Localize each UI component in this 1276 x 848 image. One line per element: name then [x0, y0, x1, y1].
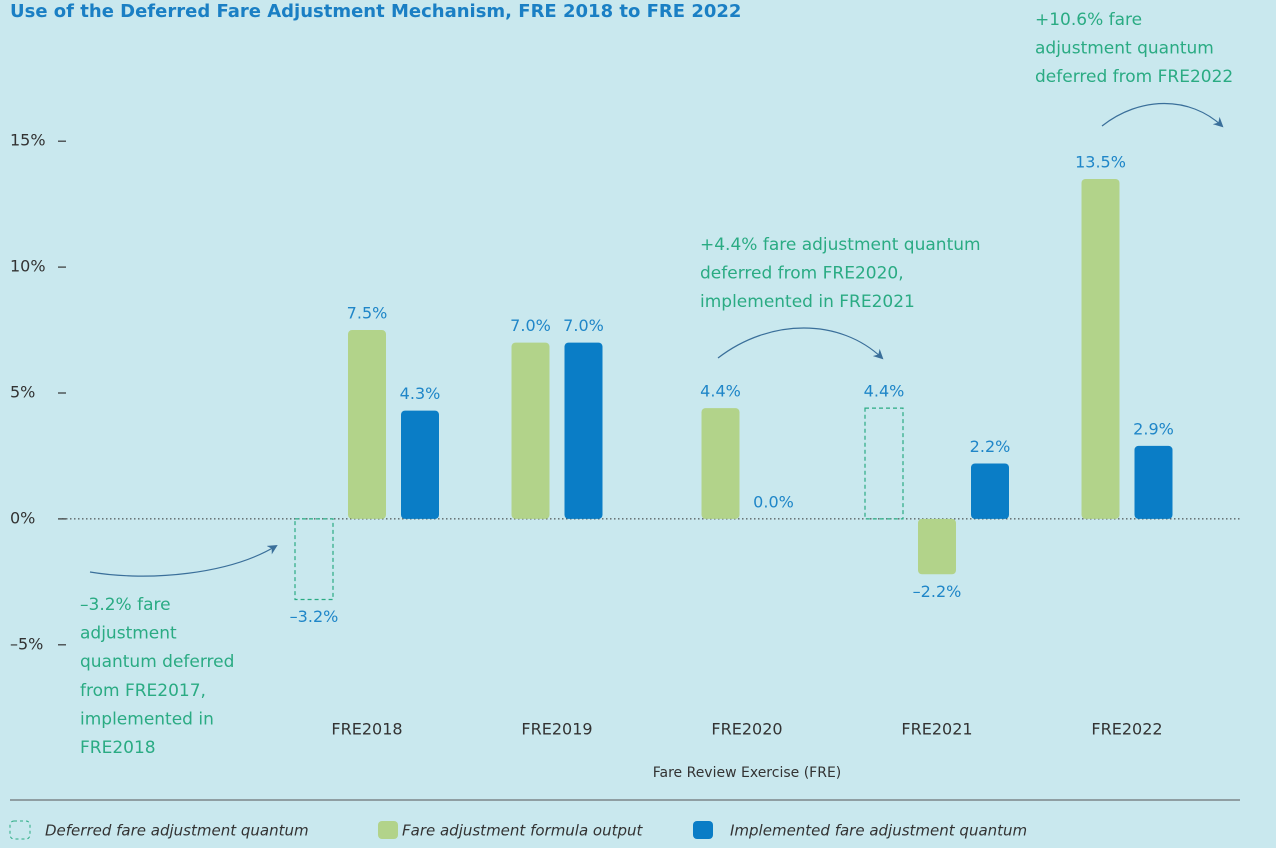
legend-label: Fare adjustment formula output	[402, 822, 644, 840]
bar	[918, 518, 956, 575]
annotation: adjustment quantum	[1035, 39, 1214, 59]
annotation: +4.4% fare adjustment quantum	[700, 235, 981, 255]
value-label: 2.2%	[970, 437, 1011, 456]
bar	[348, 330, 386, 519]
bar	[564, 342, 603, 519]
value-label: 7.5%	[347, 304, 388, 323]
x-tick-label: FRE2020	[711, 720, 782, 739]
arrow	[1101, 102, 1224, 128]
annotation: implemented in	[80, 709, 214, 729]
value-label: –3.2%	[290, 607, 339, 626]
value-label: 4.4%	[864, 382, 905, 401]
bar	[401, 410, 439, 519]
y-tick-label: 10%	[10, 257, 46, 276]
x-tick-label: FRE2019	[521, 720, 592, 739]
value-label: 7.0%	[510, 316, 551, 335]
legend-label: Deferred fare adjustment quantum	[45, 822, 309, 840]
x-tick-label: FRE2018	[331, 720, 402, 739]
value-label: 4.3%	[400, 384, 441, 403]
x-axis-label: Fare Review Exercise (FRE)	[653, 765, 842, 781]
bar	[1081, 178, 1120, 519]
bar	[294, 518, 334, 601]
annotation: –3.2% fare	[80, 595, 171, 615]
y-tick-label: 5%	[10, 383, 35, 402]
legend-swatch	[9, 820, 31, 840]
annotation: FRE2018	[80, 738, 156, 758]
annotation: quantum deferred	[80, 652, 234, 672]
bar	[864, 407, 904, 520]
annotation: deferred from FRE2022	[1035, 67, 1233, 87]
arrow	[89, 544, 278, 577]
annotation: deferred from FRE2020,	[700, 264, 904, 284]
value-label: 0.0%	[753, 492, 794, 511]
legend-swatch	[378, 821, 398, 839]
legend-swatch	[693, 821, 713, 839]
y-tick-label: 0%	[10, 508, 35, 527]
bar	[511, 342, 550, 519]
bar	[701, 408, 740, 519]
y-tick-label: –5%	[10, 634, 43, 653]
bar	[1134, 445, 1173, 519]
y-tick-label: 15%	[10, 131, 46, 150]
bar	[971, 463, 1009, 519]
x-tick-label: FRE2022	[1091, 720, 1162, 739]
value-label: 2.9%	[1133, 419, 1174, 438]
value-label: 7.0%	[563, 316, 604, 335]
arrow	[717, 327, 884, 360]
chart-title: Use of the Deferred Fare Adjustment Mech…	[10, 1, 741, 22]
annotation: adjustment	[80, 624, 177, 644]
x-tick-label: FRE2021	[901, 720, 972, 739]
annotation: implemented in FRE2021	[700, 292, 915, 312]
value-label: –2.2%	[913, 582, 962, 601]
value-label: 13.5%	[1075, 152, 1126, 171]
annotation: +10.6% fare	[1035, 10, 1142, 30]
value-label: 4.4%	[700, 382, 741, 401]
legend-label: Implemented fare adjustment quantum	[730, 822, 1027, 840]
annotation: from FRE2017,	[80, 681, 206, 701]
